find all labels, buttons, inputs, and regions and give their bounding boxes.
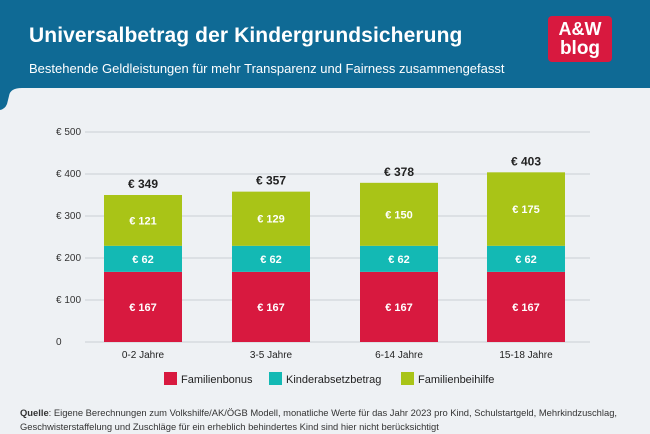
bar-segment-familienbonus — [487, 271, 565, 342]
bar-segment-kinderabsetzbetrag — [104, 245, 182, 272]
segment-value-label: € 167 — [385, 302, 413, 314]
y-tick-label: € 100 — [56, 295, 81, 306]
segment-value-label: € 167 — [257, 302, 285, 314]
source-text: : Eigene Berechnungen zum Volkshilfe/AK/… — [20, 407, 618, 432]
total-value-label: € 357 — [256, 174, 286, 188]
x-tick-label: 15-18 Jahre — [499, 350, 553, 361]
bar-segment-kinderabsetzbetrag — [360, 245, 438, 272]
bar-segment-familienbonus — [360, 271, 438, 342]
logo-text-aw: A&W — [558, 19, 602, 39]
bar-segment-kinderabsetzbetrag — [232, 245, 310, 272]
x-tick-label: 3-5 Jahre — [250, 350, 293, 361]
legend-swatch-familienbeihilfe — [401, 372, 414, 385]
segment-value-label: € 121 — [129, 215, 157, 227]
bar-segment-kinderabsetzbetrag — [487, 245, 565, 272]
page-subtitle: Bestehende Geldleistungen für mehr Trans… — [29, 61, 505, 76]
header-banner — [0, 0, 650, 110]
bar-segment-familienbeihilfe — [487, 172, 565, 246]
bar-segment-familienbeihilfe — [104, 195, 182, 246]
segment-value-label: € 167 — [512, 302, 540, 314]
source-footnote: Quelle: Eigene Berechnungen zum Volkshil… — [20, 406, 640, 434]
segment-value-label: € 62 — [260, 254, 281, 266]
legend-label: Kinderabsetzbetrag — [286, 374, 381, 386]
bar-segment-familienbeihilfe — [360, 182, 438, 246]
segment-value-label: € 175 — [512, 204, 540, 216]
legend-label: Familienbonus — [181, 374, 253, 386]
segment-value-label: € 167 — [129, 302, 157, 314]
aw-blog-logo: A&W blog — [548, 16, 612, 62]
segment-value-label: € 62 — [132, 254, 153, 266]
y-tick-label: 0 — [56, 337, 62, 348]
y-tick-label: € 300 — [56, 211, 81, 222]
page-title: Universalbetrag der Kindergrundsicherung — [29, 24, 463, 47]
legend-label: Familienbeihilfe — [418, 374, 494, 386]
x-tick-label: 0-2 Jahre — [122, 350, 165, 361]
total-value-label: € 349 — [128, 177, 158, 191]
total-value-label: € 403 — [511, 154, 541, 168]
y-tick-label: € 500 — [56, 127, 81, 138]
x-tick-label: 6-14 Jahre — [375, 350, 423, 361]
segment-value-label: € 129 — [257, 214, 285, 226]
y-tick-label: € 200 — [56, 253, 81, 264]
segment-value-label: € 62 — [388, 254, 409, 266]
stacked-bar-chart: 0 € 100 € 200 € 300 € 400 € 500 € 167 € 62 € 121… — [56, 127, 590, 386]
segment-value-label: € 62 — [515, 254, 536, 266]
source-label: Quelle — [20, 407, 49, 418]
y-tick-label: € 400 — [56, 169, 81, 180]
bar-segment-familienbonus — [104, 271, 182, 342]
legend-swatch-familienbonus — [164, 372, 177, 385]
bar-segment-familienbeihilfe — [232, 191, 310, 246]
segment-value-label: € 150 — [385, 209, 413, 221]
legend-swatch-kinderabsetzbetrag — [269, 372, 282, 385]
total-value-label: € 378 — [384, 165, 414, 179]
logo-text-blog: blog — [559, 38, 601, 59]
bar-segment-familienbonus — [232, 271, 310, 342]
